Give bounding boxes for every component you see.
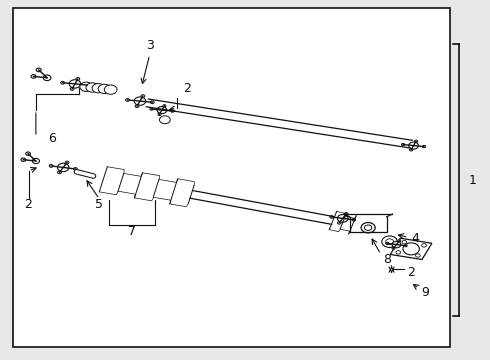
Circle shape — [86, 83, 98, 92]
Text: 5: 5 — [96, 198, 103, 211]
Circle shape — [21, 158, 25, 161]
Circle shape — [65, 161, 69, 164]
Circle shape — [338, 222, 341, 224]
Text: 2: 2 — [183, 82, 191, 95]
Text: 1: 1 — [469, 174, 477, 186]
Circle shape — [80, 82, 93, 91]
Text: 7: 7 — [127, 225, 136, 238]
Circle shape — [36, 68, 41, 72]
Circle shape — [125, 99, 129, 101]
Circle shape — [135, 105, 139, 108]
Circle shape — [104, 85, 117, 94]
Circle shape — [157, 107, 167, 114]
Circle shape — [61, 81, 65, 84]
Circle shape — [403, 243, 419, 255]
Circle shape — [159, 116, 170, 124]
FancyBboxPatch shape — [13, 8, 450, 347]
Circle shape — [422, 244, 426, 247]
Circle shape — [76, 77, 80, 80]
Circle shape — [150, 101, 154, 104]
Circle shape — [31, 75, 36, 78]
Circle shape — [158, 113, 161, 116]
Circle shape — [401, 143, 405, 146]
Circle shape — [32, 158, 39, 163]
Circle shape — [402, 240, 407, 244]
Circle shape — [150, 108, 153, 110]
Circle shape — [57, 163, 69, 172]
Circle shape — [85, 84, 89, 86]
Circle shape — [98, 84, 111, 94]
Circle shape — [415, 140, 417, 143]
Circle shape — [26, 152, 30, 155]
Circle shape — [392, 241, 401, 248]
Text: 2: 2 — [24, 198, 32, 211]
Circle shape — [352, 219, 356, 221]
Circle shape — [171, 110, 174, 112]
Circle shape — [43, 75, 51, 81]
Text: 9: 9 — [421, 287, 429, 300]
Circle shape — [330, 216, 333, 218]
Circle shape — [338, 215, 348, 222]
Circle shape — [398, 240, 401, 242]
Text: 6: 6 — [48, 132, 56, 145]
Circle shape — [92, 84, 105, 93]
Circle shape — [361, 222, 375, 233]
Circle shape — [422, 145, 426, 148]
Circle shape — [396, 251, 401, 254]
Circle shape — [74, 167, 77, 170]
Text: 3: 3 — [146, 39, 154, 52]
Circle shape — [70, 87, 74, 90]
Polygon shape — [391, 238, 432, 260]
Circle shape — [141, 95, 145, 98]
Text: 8: 8 — [383, 253, 391, 266]
Circle shape — [416, 254, 420, 257]
Circle shape — [344, 212, 348, 215]
Circle shape — [410, 149, 413, 151]
Circle shape — [404, 245, 407, 247]
Circle shape — [163, 105, 166, 107]
Circle shape — [57, 171, 61, 174]
Circle shape — [409, 142, 418, 149]
Text: 4: 4 — [411, 232, 419, 245]
Circle shape — [382, 236, 397, 247]
Circle shape — [386, 239, 393, 244]
Circle shape — [386, 242, 389, 244]
Circle shape — [69, 80, 81, 88]
Circle shape — [49, 165, 53, 167]
Text: 2: 2 — [407, 266, 415, 279]
Circle shape — [134, 97, 146, 105]
Circle shape — [365, 225, 372, 230]
Circle shape — [392, 247, 395, 249]
